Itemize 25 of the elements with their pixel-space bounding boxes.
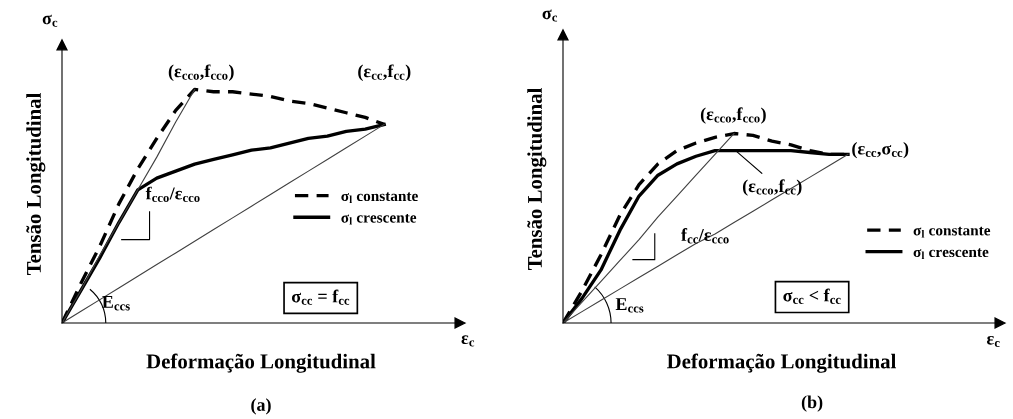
annotation: (ε$_{cco}$,f$_{cc}$) [742,179,802,196]
annotation: σ$_{cc}$ < f$_{cc}$ [783,288,841,304]
text: (ε$_{cco}$,f$_{cco}$) [700,107,766,124]
text: (b) [801,395,823,412]
text: σ$_{c}$ [42,14,58,27]
text: ε$_{c}$ [461,335,475,347]
legend-label: σ$_{l}$ constante [913,226,991,238]
x-axis-title: Deformação Longitudinal [667,353,897,373]
y-axis-title: Tensão Longitudinal [527,87,547,271]
x-axis-title: Deformação Longitudinal [146,353,376,373]
text: σ$_{c}$ [542,9,558,22]
legend-label: σ$_{l}$ constante [341,192,418,204]
text: (ε$_{cc}$,f$_{cc}$) [358,64,411,81]
text: (ε$_{cco}$,f$_{cco}$) [168,64,234,81]
annotation: σ$_{cc}$ = f$_{cc}$ [291,289,350,305]
legend-label: σ$_{l}$ crescente [913,248,989,260]
y-axis-title: Tensão Longitudinal [26,92,46,276]
annotation: f$_{cc}$/ε$_{cco}$ [681,228,729,244]
legend-label: σ$_{l}$ crescente [341,213,417,225]
annotation: E$_{ccs}$ [615,298,644,313]
annotation: (ε$_{cc}$,σ$_{cc}$) [852,141,909,159]
annotation: f$_{cco}$/ε$_{cco}$ [145,186,200,202]
annotation: E$_{ccs}$ [102,295,130,311]
text: ε$_{c}$ [986,335,1000,348]
text: (a) [251,398,271,415]
